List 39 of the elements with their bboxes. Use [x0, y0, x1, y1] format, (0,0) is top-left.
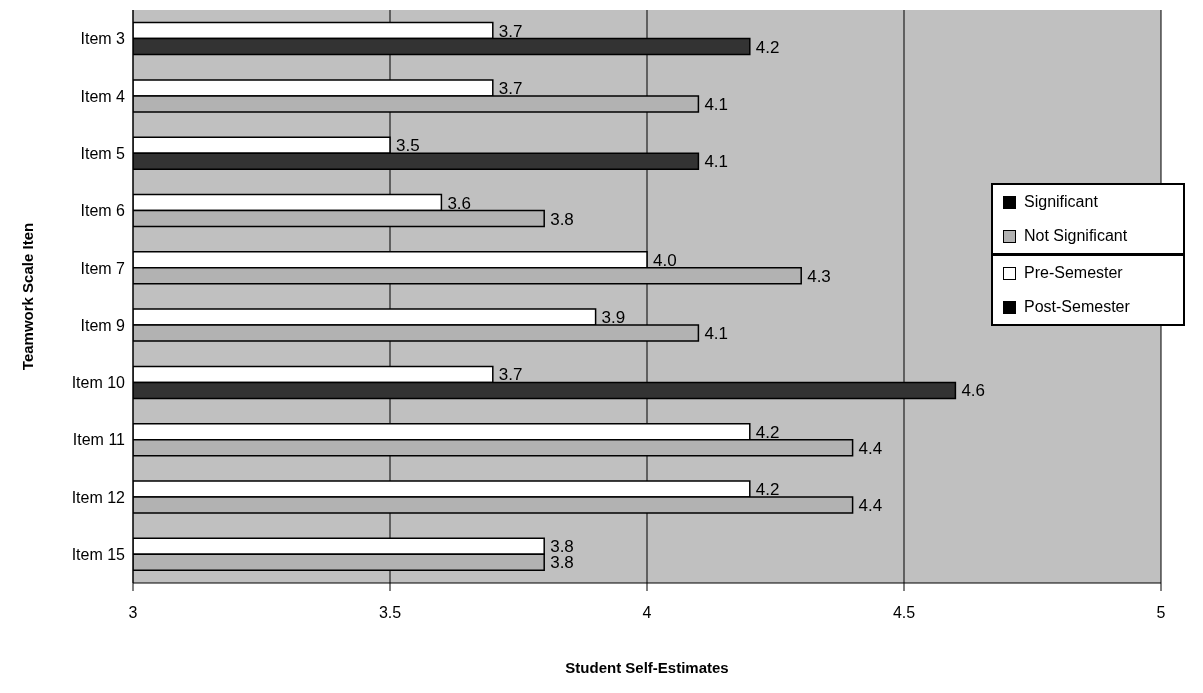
x-tick-label: 3	[128, 604, 138, 622]
y-tick-label: Item 9	[80, 316, 126, 334]
data-label: 3.8	[550, 209, 574, 229]
data-label: 3.7	[498, 78, 523, 98]
data-label: 4.6	[961, 381, 986, 401]
data-label: 3.5	[396, 136, 420, 156]
y-tick-label: Item 10	[71, 374, 126, 392]
y-tick-label: Item 15	[71, 546, 126, 564]
x-tick-label: 4.5	[892, 604, 916, 622]
data-label: 4.1	[704, 152, 729, 172]
x-tick-label: 5	[1156, 604, 1166, 622]
data-label: 3.7	[498, 21, 523, 41]
y-tick-label: Item 7	[80, 259, 126, 277]
data-label: 3.7	[498, 365, 523, 385]
x-tick-label: 4	[642, 604, 652, 622]
data-label: 4.3	[807, 266, 831, 286]
data-label: 4.0	[653, 250, 677, 270]
data-label: 4.1	[704, 94, 729, 114]
data-label: 4.1	[704, 324, 729, 344]
y-tick-label: Item 11	[72, 431, 126, 449]
data-label: 4.2	[755, 37, 780, 57]
y-tick-label: Item 5	[80, 144, 126, 162]
y-axis-title: Teamwork Scale Iten	[19, 222, 37, 371]
y-tick-label: Item 4	[80, 87, 126, 105]
legend-label: Not Significant	[1024, 227, 1128, 245]
data-label: 4.4	[858, 438, 883, 458]
data-label: 4.2	[755, 422, 780, 442]
legend-label: Post-Semester	[1024, 298, 1130, 316]
y-tick-label: Item 6	[80, 202, 126, 220]
legend-label: Significant	[1024, 193, 1098, 211]
y-tick-label: Item 12	[71, 488, 126, 506]
data-label: 3.6	[447, 193, 472, 213]
data-label: 4.4	[858, 496, 883, 516]
data-label: 3.9	[601, 308, 626, 328]
legend-label: Pre-Semester	[1024, 264, 1123, 282]
x-tick-label: 3.5	[378, 604, 402, 622]
y-tick-label: Item 3	[80, 30, 126, 48]
data-label: 4.2	[755, 480, 780, 500]
x-axis-title: Student Self-Estimates	[565, 659, 729, 676]
